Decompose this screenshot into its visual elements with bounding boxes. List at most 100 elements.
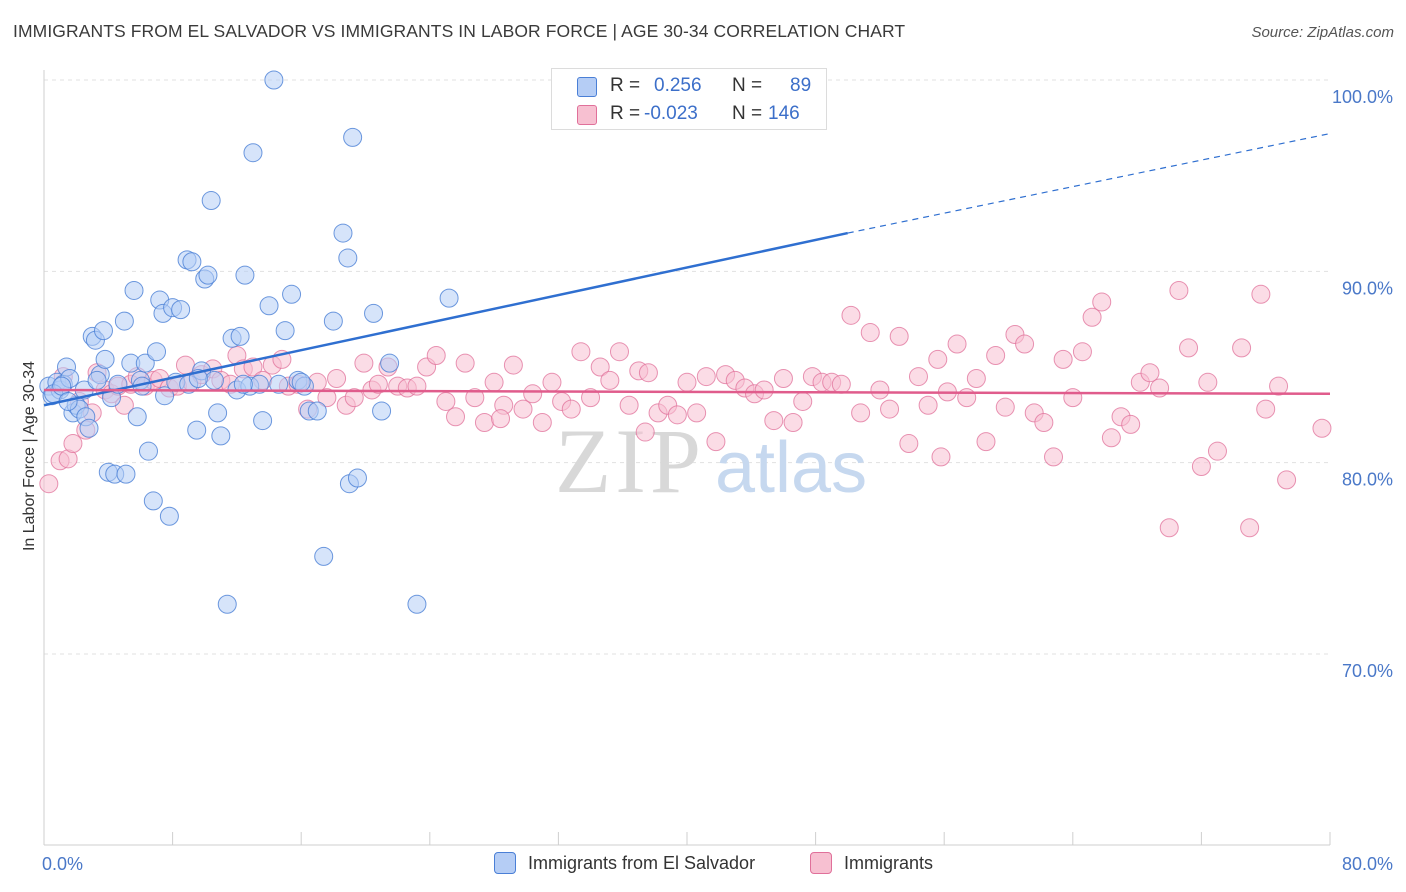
point-immigrants [1277,470,1297,490]
point-immigrants [995,397,1015,417]
point-immigrants [436,391,456,411]
point-el-salvador [323,311,343,331]
point-immigrants [446,407,466,427]
tick-labels: 70.0% 80.0% 90.0% 100.0% 0.0% 80.0% [42,87,1393,874]
point-immigrants [1092,292,1112,312]
point-immigrants [966,368,986,388]
point-el-salvador [372,401,392,421]
point-el-salvador [114,311,134,331]
point-el-salvador [269,374,289,394]
point-el-salvador [264,70,284,90]
point-el-salvador [187,420,207,440]
point-immigrants [63,434,83,454]
point-immigrants [561,399,581,419]
r-value-pink: -0.023 [644,103,698,124]
point-el-salvador [347,468,367,488]
point-el-salvador [87,370,107,390]
legend-label-el-salvador: Immigrants from El Salvador [528,852,756,873]
point-immigrants [590,357,610,377]
point-immigrants [899,434,919,454]
point-immigrants [1251,284,1271,304]
axes [43,70,1331,846]
point-immigrants [773,368,793,388]
point-el-salvador [93,321,113,341]
point-el-salvador [201,191,221,211]
point-immigrants [465,388,485,408]
point-el-salvador [116,464,136,484]
point-immigrants [635,422,655,442]
point-immigrants [754,380,774,400]
point-immigrants [1159,518,1179,538]
point-immigrants [317,388,337,408]
point-el-salvador [147,342,167,362]
point-immigrants [503,355,523,375]
stats-row-pink: R = -0.023 N = 146 [552,101,828,129]
series-immigrants-points [39,280,1332,538]
point-immigrants [928,349,948,369]
point-el-salvador [439,288,459,308]
trend-line-el-salvador [43,231,849,407]
point-immigrants [175,355,195,375]
point-el-salvador [143,491,163,511]
legend-swatch-immigrants [810,852,832,874]
stats-swatch-blue [577,77,597,97]
trend-line-immigrants [43,388,1331,396]
point-immigrants [426,346,446,366]
point-immigrants [474,412,494,432]
legend-item-immigrants: Immigrants [810,852,933,874]
y-tick-label-90: 90.0% [1342,278,1393,298]
point-immigrants [860,323,880,343]
point-el-salvador [343,127,363,147]
point-el-salvador [364,303,384,323]
point-immigrants [609,342,629,362]
point-el-salvador [282,284,302,304]
point-immigrants [931,447,951,467]
x-tick-label-0: 0.0% [42,854,83,874]
point-immigrants [344,388,364,408]
point-el-salvador [235,265,255,285]
r-label-pink: R = [610,103,641,124]
point-el-salvador [253,411,273,431]
point-el-salvador [259,296,279,316]
bottom-legend: Immigrants from El Salvador Immigrants [0,852,1406,878]
point-immigrants [783,412,803,432]
point-immigrants [455,353,475,373]
point-immigrants [889,326,909,346]
point-immigrants [600,370,620,390]
trend-lines [43,132,1331,407]
point-immigrants [1063,388,1083,408]
point-immigrants [368,374,388,394]
point-immigrants [1101,428,1121,448]
legend-item-el-salvador: Immigrants from El Salvador [494,852,755,874]
point-el-salvador [333,223,353,243]
y-tick-label-70: 70.0% [1342,661,1393,681]
point-el-salvador [338,248,358,268]
y-tick-label-80: 80.0% [1342,470,1393,490]
point-immigrants [1044,447,1064,467]
point-el-salvador [291,372,311,392]
point-immigrants [1269,376,1289,396]
point-el-salvador [95,349,115,369]
point-el-salvador [138,441,158,461]
point-el-salvador [171,300,191,320]
point-el-salvador [233,374,253,394]
point-immigrants [870,380,890,400]
point-immigrants [484,372,504,392]
point-immigrants [513,399,533,419]
point-immigrants [571,342,591,362]
point-el-salvador [314,546,334,566]
point-immigrants [880,399,900,419]
point-immigrants [1082,307,1102,327]
point-immigrants [1121,414,1141,434]
legend-swatch-el-salvador [494,852,516,874]
point-el-salvador [307,401,327,421]
point-el-salvador [159,506,179,526]
point-immigrants [1072,342,1092,362]
stats-row-blue: R = 0.256 N = 89 [552,73,828,101]
point-immigrants [581,388,601,408]
point-el-salvador [208,403,228,423]
point-immigrants [1207,441,1227,461]
legend-label-immigrants: Immigrants [844,852,934,873]
point-immigrants [1169,280,1189,300]
source-label: Source: ZipAtlas.com [1251,24,1394,41]
